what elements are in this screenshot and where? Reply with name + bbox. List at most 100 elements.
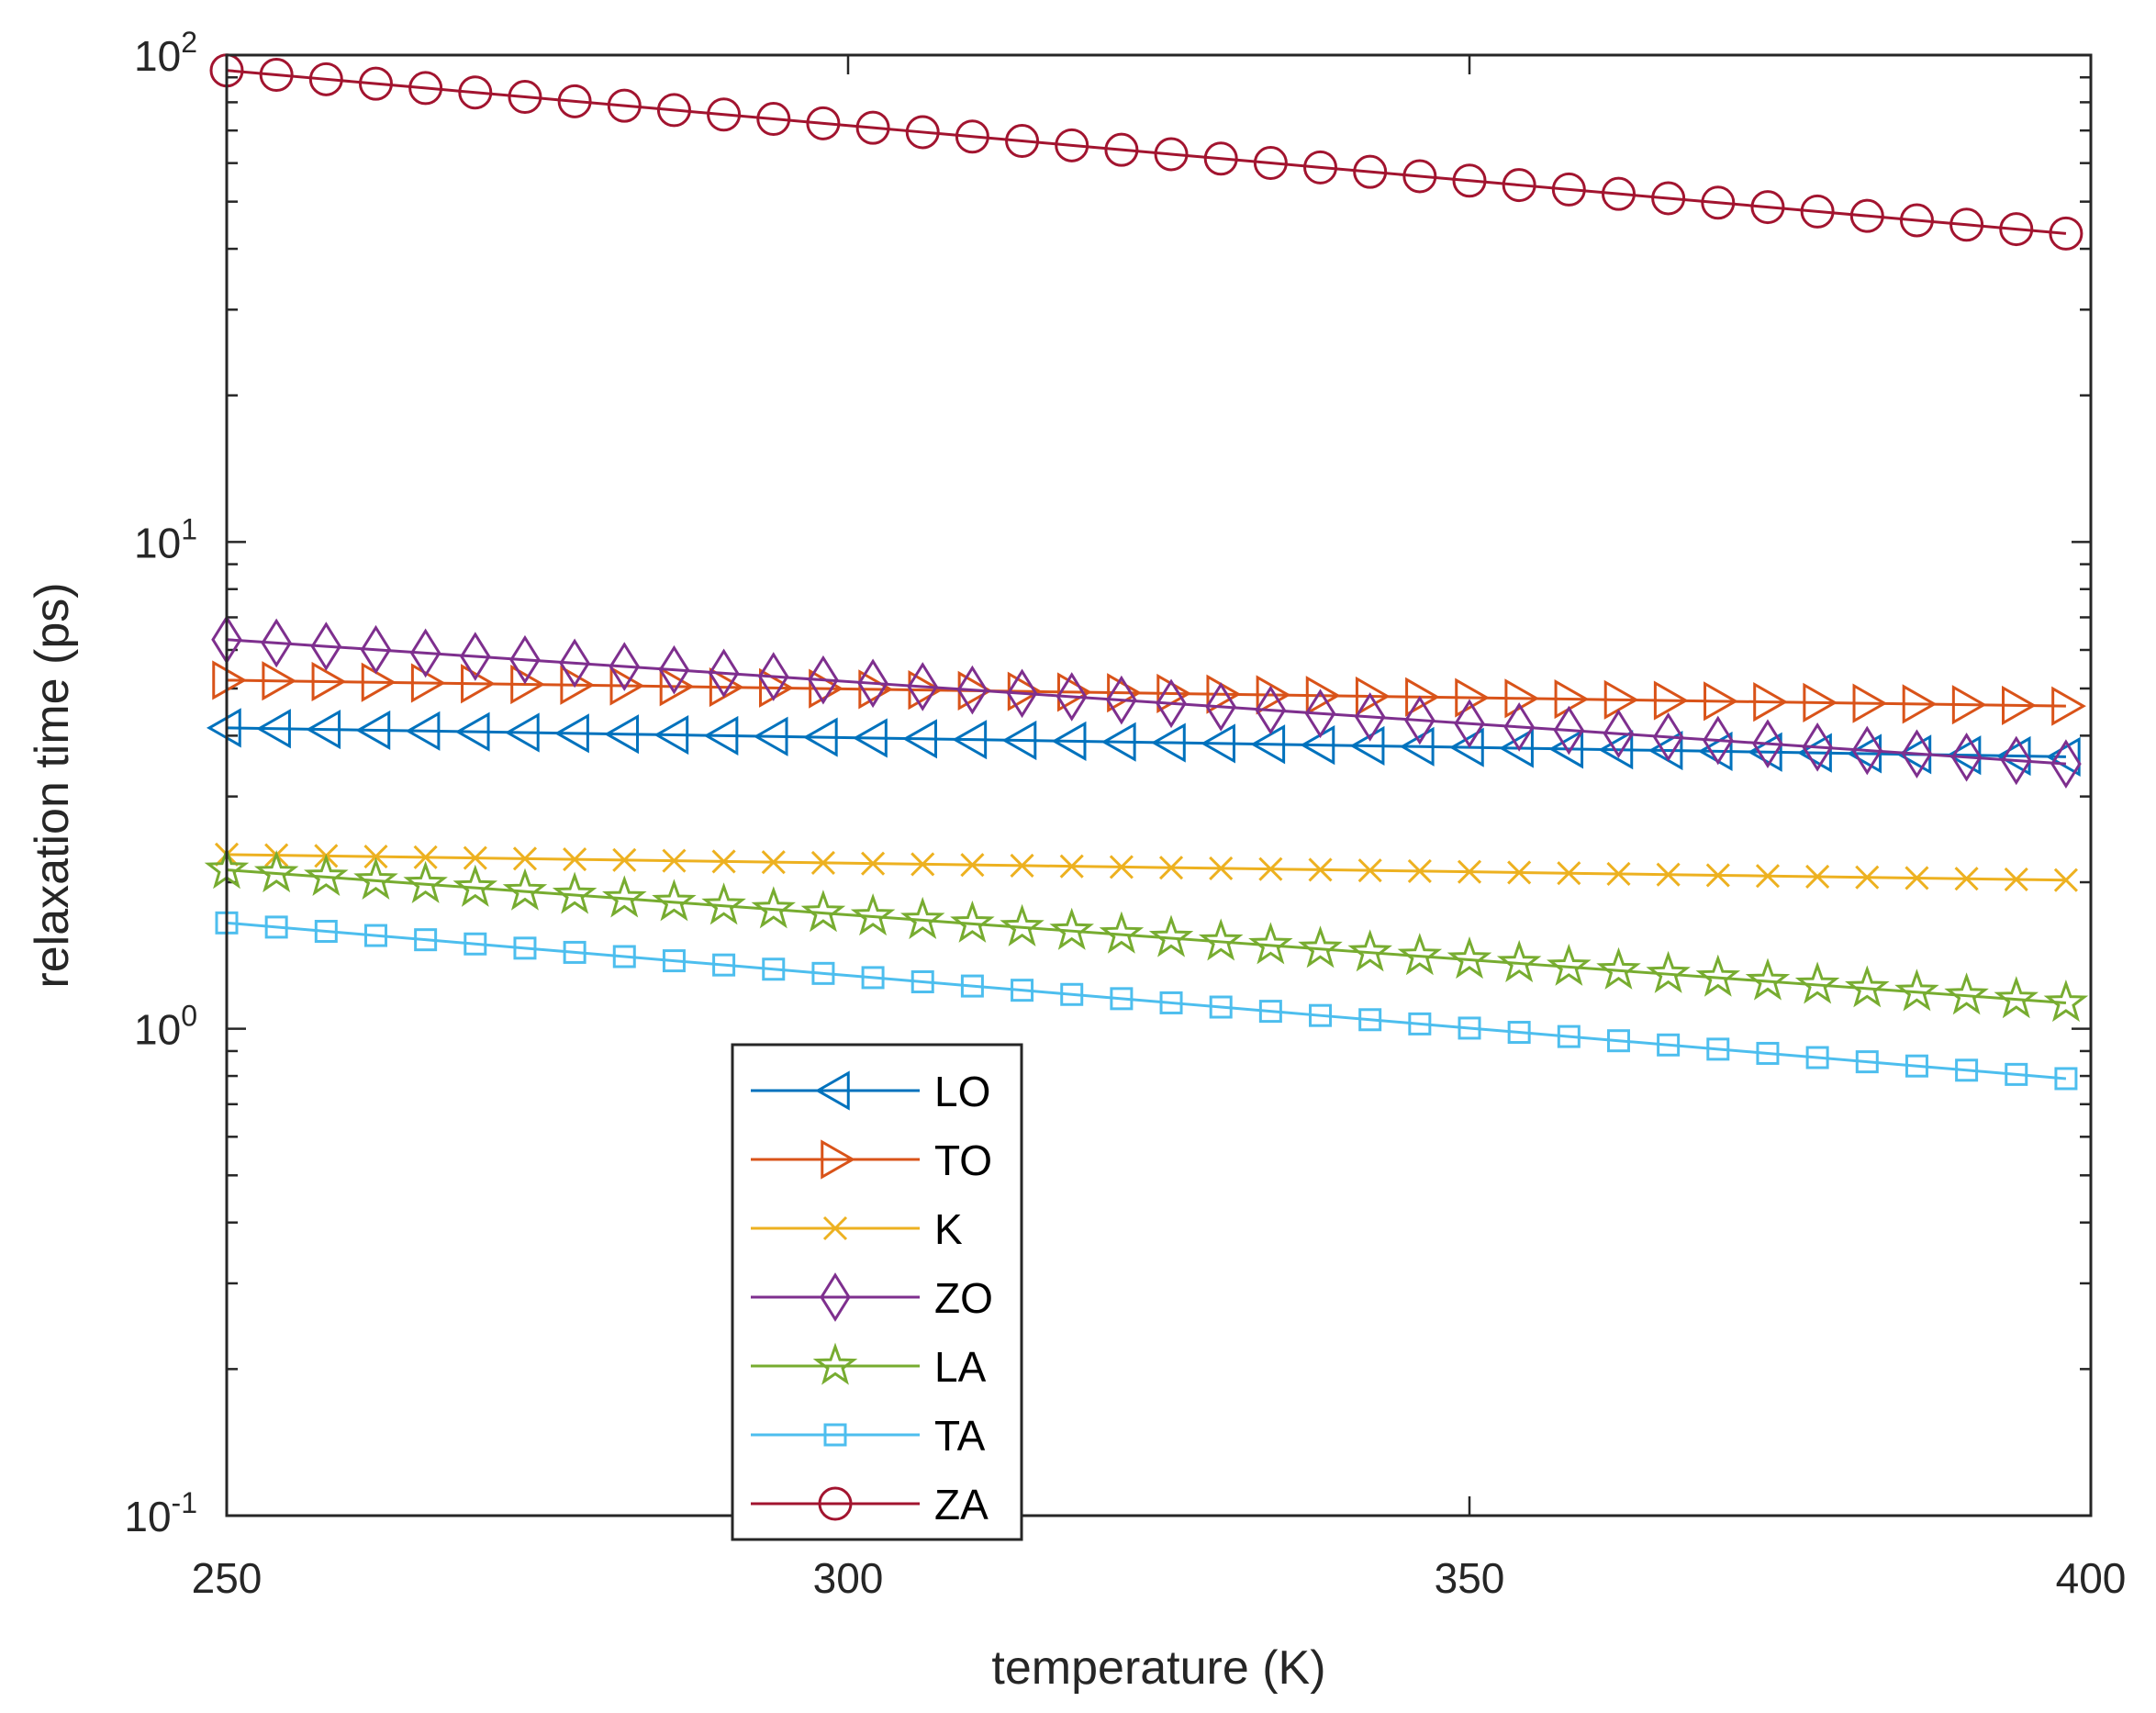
legend-label: ZO <box>934 1274 993 1322</box>
data-point-to <box>1206 674 1242 714</box>
data-point-la <box>1596 946 1641 990</box>
data-point-la <box>1547 943 1592 986</box>
data-point-zo <box>1006 668 1038 719</box>
data-point-ta <box>1606 1029 1630 1053</box>
data-point-za <box>508 80 542 115</box>
legend-item-zo[interactable]: ZO <box>751 1272 993 1322</box>
plot-area <box>227 55 2091 1516</box>
data-point-k <box>1656 862 1681 887</box>
data-point-lo <box>454 711 490 752</box>
data-point-za <box>458 75 493 110</box>
data-point-zo <box>2050 739 2082 789</box>
data-point-zo <box>1553 705 1585 756</box>
data-point-lo <box>1100 722 1136 762</box>
data-point-k <box>1059 854 1084 879</box>
data-point-za <box>1402 159 1437 194</box>
legend-item-la[interactable]: LA <box>751 1342 987 1391</box>
data-point-za <box>308 62 343 96</box>
data-point-za <box>656 93 691 128</box>
data-point-zo <box>1503 702 1535 752</box>
data-point-to <box>560 665 596 705</box>
data-point-to <box>212 660 248 700</box>
legend-marker <box>823 1423 847 1447</box>
data-point-zo <box>1802 722 1833 772</box>
data-point-za <box>557 84 592 118</box>
data-point-lo <box>1648 730 1683 771</box>
data-point-ta <box>414 928 438 952</box>
data-point-la <box>1099 911 1145 954</box>
data-point-za <box>1551 172 1586 207</box>
data-point-k <box>1357 858 1382 883</box>
series-layer <box>204 53 2089 1091</box>
data-point-ta <box>1209 995 1233 1019</box>
series-zo <box>211 614 2082 789</box>
data-point-za <box>707 97 742 132</box>
data-point-k <box>1457 859 1482 884</box>
data-point-zo <box>857 658 888 709</box>
data-point-za <box>1303 150 1338 185</box>
data-point-zo <box>2000 735 2032 786</box>
data-point-to <box>1056 672 1092 712</box>
data-point-la <box>1198 918 1244 961</box>
data-point-zo <box>1901 729 1933 778</box>
minor-ticks <box>227 76 2091 1371</box>
data-point-la <box>2043 980 2089 1023</box>
data-point-to <box>1603 679 1639 720</box>
data-point-zo <box>757 652 789 701</box>
series-lo <box>206 708 2081 777</box>
data-point-za <box>1800 194 1835 229</box>
data-point-k <box>363 845 388 869</box>
data-point-za <box>1701 185 1736 220</box>
series-line-to <box>226 678 2066 708</box>
legend-item-to[interactable]: TO <box>751 1136 992 1184</box>
data-point-la <box>652 879 697 922</box>
y-tick-label: 102 <box>134 26 197 80</box>
data-point-ta <box>1657 1033 1681 1057</box>
data-point-za <box>756 102 791 137</box>
data-point-to <box>1653 680 1689 721</box>
data-point-k <box>1010 853 1034 878</box>
data-point-zo <box>1603 709 1635 759</box>
data-point-za <box>806 106 841 140</box>
legend-item-ta[interactable]: TA <box>751 1412 986 1460</box>
data-point-k <box>612 847 637 872</box>
data-point-la <box>1994 976 2039 1019</box>
series-line-za <box>226 69 2067 235</box>
data-point-la <box>353 856 398 900</box>
data-point-to <box>1554 678 1590 720</box>
legend-item-lo[interactable]: LO <box>751 1068 990 1115</box>
data-point-za <box>1353 154 1388 189</box>
legend-marker <box>820 1272 851 1322</box>
data-point-la <box>1695 954 1741 997</box>
data-point-la <box>850 893 896 936</box>
data-point-to <box>361 662 397 702</box>
data-point-la <box>1845 965 1890 1008</box>
data-point-k <box>1407 858 1432 883</box>
data-point-za <box>1999 212 2034 247</box>
data-point-zo <box>1056 672 1088 722</box>
data-point-ta <box>1507 1021 1531 1045</box>
series-line-zo <box>226 638 2067 766</box>
data-point-lo <box>206 708 241 748</box>
data-point-to <box>1704 681 1738 722</box>
data-point-k <box>1805 864 1830 890</box>
data-point-lo <box>2045 736 2081 777</box>
data-point-ta <box>2054 1067 2078 1091</box>
data-point-ta <box>1458 1016 1481 1040</box>
data-point-za <box>905 115 940 150</box>
data-point-k <box>761 850 786 875</box>
data-point-ta <box>612 945 636 968</box>
data-point-za <box>1154 137 1189 172</box>
legend[interactable]: LO TO K ZO LA TA ZA <box>731 1043 1023 1541</box>
legend-item-k[interactable]: K <box>751 1205 963 1253</box>
data-point-la <box>452 864 498 907</box>
legend-label: ZA <box>934 1481 989 1528</box>
data-point-k <box>861 851 886 876</box>
data-point-zo <box>1404 695 1435 745</box>
data-point-to <box>659 666 695 707</box>
data-point-ta <box>861 966 885 990</box>
data-point-la <box>502 868 548 911</box>
legend-item-za[interactable]: ZA <box>751 1481 989 1528</box>
data-point-k <box>563 847 587 872</box>
data-point-k <box>711 849 736 874</box>
